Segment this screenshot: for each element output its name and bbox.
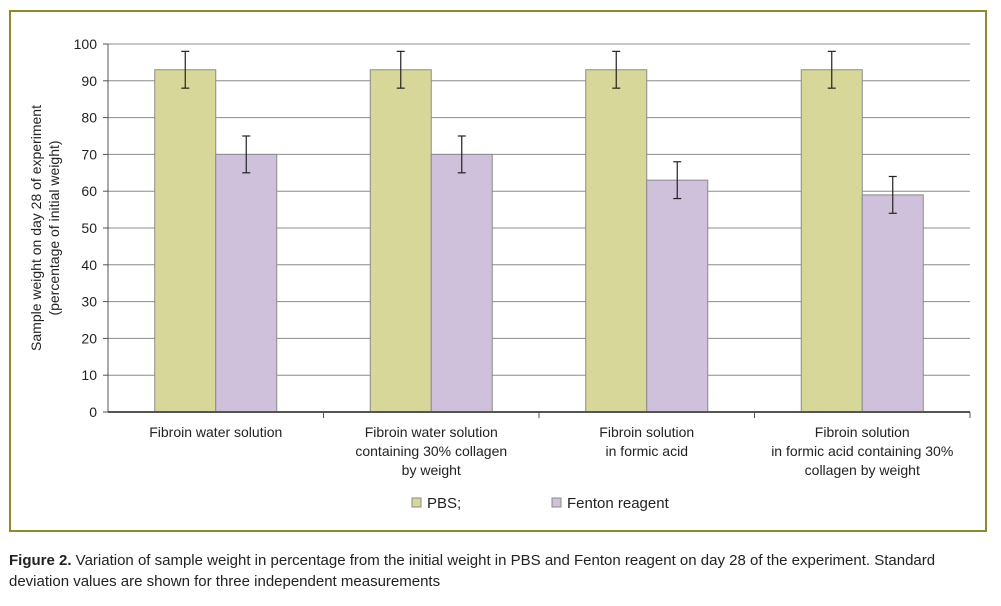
bar — [215, 153, 278, 413]
y-tick-label: 40 — [81, 257, 97, 273]
axes — [103, 43, 971, 418]
x-category-label-line: Fibroin solution — [599, 424, 694, 440]
x-category-label-line: Fibroin water solution — [149, 424, 282, 440]
x-category-label-line: by weight — [402, 462, 461, 478]
legend-label: Fenton reagent — [567, 495, 670, 512]
x-category-label: Fibroin water solution — [149, 424, 282, 440]
x-category-label-line: containing 30% collagen — [355, 443, 507, 459]
x-category-label-line: in formic acid containing 30% — [771, 443, 953, 459]
y-axis-label-line: Sample weight on day 28 of experiment — [28, 105, 44, 351]
bar — [861, 194, 924, 413]
x-category-label-line: in formic acid — [606, 443, 688, 459]
y-tick-label: 90 — [81, 73, 97, 89]
legend: PBS; Fenton reagent — [411, 495, 670, 512]
bar — [800, 69, 863, 413]
bar — [154, 69, 217, 413]
caption-label: Figure 2. — [9, 552, 72, 569]
y-tick-label: 80 — [81, 110, 97, 126]
legend-swatch — [411, 497, 422, 508]
figure-caption: Figure 2. Variation of sample weight in … — [9, 550, 994, 592]
bar — [369, 69, 432, 413]
x-category-label-line: Fibroin solution — [815, 424, 910, 440]
x-category-label: Fibroin solution in formic acid containin… — [771, 424, 953, 478]
bar-chart: 0 10 20 30 40 50 60 70 80 90 100 Fibroin water solu… — [28, 36, 971, 512]
y-tick-label: 60 — [81, 183, 97, 199]
x-category-label-line: Fibroin water solution — [365, 424, 498, 440]
y-tick-label: 100 — [74, 36, 98, 52]
bars — [154, 50, 924, 413]
y-tick-label: 20 — [81, 330, 97, 346]
y-tick-label: 30 — [81, 294, 97, 310]
y-tick-label: 50 — [81, 220, 97, 236]
x-category-label: Fibroin solution in formic acid — [599, 424, 694, 459]
legend-label: PBS; — [427, 495, 461, 512]
y-tick-label: 70 — [81, 146, 97, 162]
y-axis-label: Sample weight on day 28 of experiment (pe… — [28, 105, 62, 351]
labels: 0 10 20 30 40 50 60 70 80 90 100 Fibroin water solu… — [74, 36, 954, 478]
x-category-label-line: collagen by weight — [805, 462, 920, 478]
caption-text: Variation of sample weight in percentage… — [9, 552, 936, 590]
y-tick-label: 0 — [89, 404, 97, 420]
bar — [585, 69, 648, 413]
x-category-label: Fibroin water solution containing 30% col… — [355, 424, 507, 478]
y-tick-label: 10 — [81, 367, 97, 383]
legend-swatch — [551, 497, 562, 508]
y-axis-label-line: (percentage of initial weight) — [46, 140, 62, 315]
bar — [430, 153, 493, 413]
bar — [646, 179, 709, 413]
